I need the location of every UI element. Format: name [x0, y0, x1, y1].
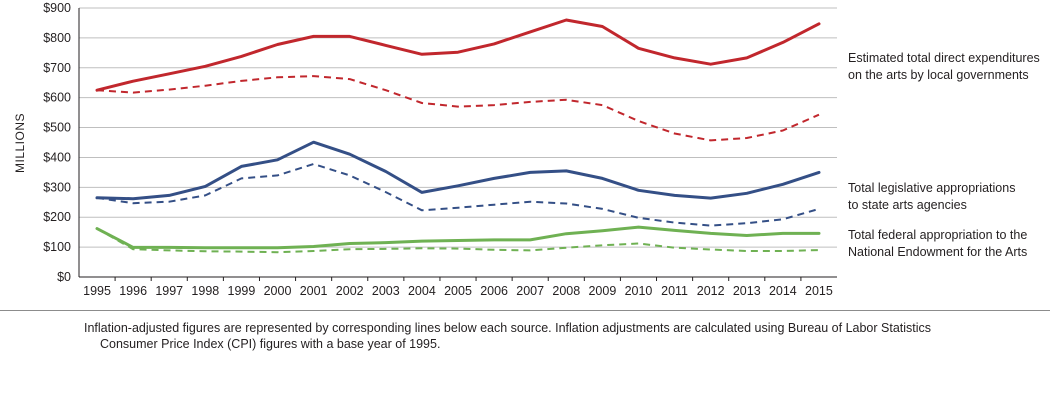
- y-tick-label: $0: [57, 270, 71, 284]
- x-tick-label: 2002: [336, 284, 364, 298]
- y-tick-label: $100: [43, 240, 71, 254]
- divider: [0, 310, 1050, 311]
- x-tick-label: 2010: [625, 284, 653, 298]
- x-axis-ticks: 1995 1996 1997 1998 1999 2000 2001 2002 2003 2004…: [83, 277, 833, 298]
- x-tick-label: 2007: [516, 284, 544, 298]
- series-line-state: [95, 140, 821, 201]
- series-line-nea-adj: [96, 227, 820, 254]
- x-tick-label: 2014: [769, 284, 797, 298]
- annotation-local-line2: on the arts by local governments: [848, 67, 1029, 82]
- y-tick-label: $500: [43, 121, 71, 135]
- series-line-nea: [95, 225, 821, 250]
- y-axis-ticks: $0 $100 $200 $300 $400 $500 $600 $700 $800 $900: [43, 1, 71, 284]
- y-tick-label: $900: [43, 1, 71, 15]
- x-tick-label: 2005: [444, 284, 472, 298]
- y-tick-label: $200: [43, 210, 71, 224]
- x-tick-label: 1998: [191, 284, 219, 298]
- x-tick-label: 2011: [661, 284, 688, 298]
- note-line1: Inflation-adjusted figures are represent…: [84, 321, 932, 335]
- annotation-nea-line1: Total federal appropriation to the: [848, 228, 1028, 242]
- y-tick-label: $600: [43, 91, 71, 105]
- x-tick-label: 1995: [83, 284, 111, 298]
- x-tick-label: 2012: [697, 284, 725, 298]
- series-line-state-adj: [96, 163, 820, 227]
- annotation-state-line1: Total legislative appropriations: [848, 181, 1016, 195]
- x-tick-label: 2001: [300, 284, 328, 298]
- x-tick-label: 1996: [119, 284, 147, 298]
- line-chart: $0 $100 $200 $300 $400 $500 $600 $700 $800 $900 1…: [13, 1, 837, 298]
- y-tick-label: $700: [43, 61, 71, 75]
- annotation-nea-line2: National Endowment for the Arts: [848, 244, 1028, 259]
- y-tick-label: $300: [43, 180, 71, 194]
- x-tick-label: 2000: [264, 284, 292, 298]
- annotation-state: Total legislative appropriations to stat…: [848, 180, 1015, 213]
- series-line-local-adj: [96, 75, 820, 142]
- gridlines: [79, 7, 837, 248]
- series-line-local: [95, 18, 821, 92]
- x-tick-label: 2009: [588, 284, 616, 298]
- annotation-local-line1: Estimated total direct expenditures: [848, 51, 1040, 65]
- x-tick-label: 2008: [552, 284, 580, 298]
- note-line2: Consumer Price Index (CPI) figures with …: [100, 337, 441, 351]
- y-tick-label: $800: [43, 31, 71, 45]
- x-tick-label: 1999: [228, 284, 256, 298]
- y-axis-label: MILLIONS: [13, 113, 27, 173]
- chart-note: Inflation-adjusted figures are represent…: [84, 320, 1044, 352]
- x-tick-label: 2004: [408, 284, 436, 298]
- annotation-local: Estimated total direct expenditures on t…: [848, 50, 1040, 83]
- x-tick-label: 2015: [805, 284, 833, 298]
- x-tick-label: 2003: [372, 284, 400, 298]
- series-lines: [95, 18, 821, 254]
- x-tick-label: 2006: [480, 284, 508, 298]
- annotation-state-line2: to state arts agencies: [848, 197, 967, 212]
- x-tick-label: 2013: [733, 284, 761, 298]
- annotation-nea: Total federal appropriation to the Natio…: [848, 227, 1027, 260]
- x-tick-label: 1997: [155, 284, 183, 298]
- y-tick-label: $400: [43, 150, 71, 164]
